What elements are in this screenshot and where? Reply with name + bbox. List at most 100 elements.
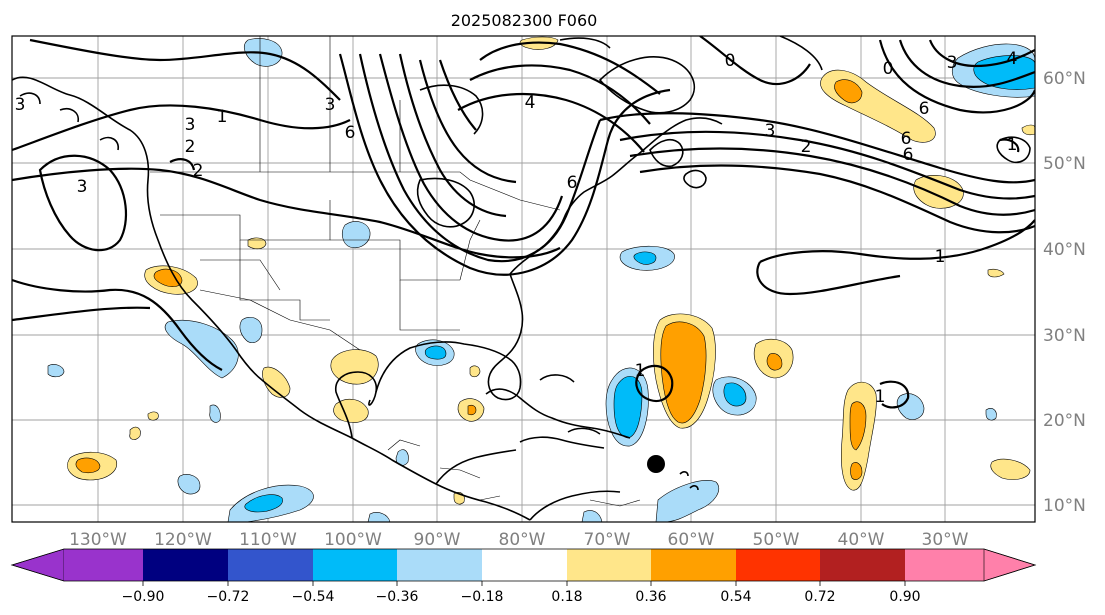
- colorbar-ticks: [142, 581, 906, 586]
- contour-label: 3: [77, 177, 88, 197]
- contour-label: 2: [185, 137, 196, 157]
- positive-anomaly-area: [849, 401, 867, 451]
- lon-label: 90°W: [414, 530, 461, 550]
- lat-label: 60°N: [1043, 69, 1086, 89]
- contour-label: 4: [1007, 49, 1018, 69]
- positive-anomaly-area: [333, 398, 369, 423]
- negative-anomaly-area: [723, 382, 747, 407]
- positive-anomaly-area: [247, 237, 267, 250]
- colorbar-bin: [482, 549, 567, 581]
- colorbar-tick-label: 0.90: [889, 589, 920, 605]
- lon-label: 130°W: [69, 530, 127, 550]
- contour-label: 0: [725, 51, 736, 71]
- contour-label: 3: [765, 121, 776, 141]
- lon-label: 80°W: [499, 530, 546, 550]
- positive-anomaly-area: [467, 404, 477, 416]
- colorbar-bin: [313, 549, 397, 581]
- positive-anomaly-area: [766, 353, 783, 371]
- colorbar-bin: [64, 549, 143, 581]
- gridlines: [12, 36, 1035, 522]
- lat-label: 50°N: [1043, 154, 1086, 174]
- lon-label: 60°W: [668, 530, 715, 550]
- negative-anomaly-area: [973, 55, 1035, 90]
- positive-anomaly-area: [75, 457, 101, 474]
- contour-label: 3: [185, 115, 196, 135]
- positive-anomaly-area: [987, 268, 1005, 278]
- contour-label: 2: [193, 161, 204, 181]
- colorbar-bin: [651, 549, 736, 581]
- negative-anomaly-area: [209, 404, 221, 423]
- coastlines: [12, 36, 1031, 521]
- negative-anomaly-area: [424, 345, 447, 360]
- colorbar-bin: [397, 549, 482, 581]
- negative-anomaly-area: [367, 512, 391, 522]
- positive-anomaly-area: [1021, 124, 1035, 136]
- shaded-anomalies: [47, 36, 1035, 522]
- longitude-labels: 130°W 120°W 110°W 100°W 90°W 80°W 70°W 6…: [69, 530, 969, 550]
- colorbar-tick-label: −0.18: [461, 589, 504, 605]
- lon-label: 110°W: [239, 530, 297, 550]
- lon-label: 100°W: [324, 530, 382, 550]
- colorbar-bin: [736, 549, 820, 581]
- colorbar-over-triangle: [983, 548, 1037, 582]
- political-borders: [150, 36, 641, 507]
- colorbar-bin: [228, 549, 313, 581]
- storm-center-marker: [647, 455, 665, 473]
- contour-label-group: 1 3 2 2 3 3 3 6 6 4 1 3 2 1 6 6 3 4 6 0 …: [15, 49, 1018, 407]
- negative-anomaly-area: [633, 251, 657, 265]
- colorbar-bin: [143, 549, 228, 581]
- contour-label: 4: [525, 93, 536, 113]
- contour-label: 1: [217, 107, 228, 127]
- contour-label: 6: [345, 123, 356, 143]
- colorbar-tick-label: 0.72: [804, 589, 835, 605]
- positive-anomaly-area: [153, 268, 183, 287]
- negative-anomaly-area: [341, 221, 371, 248]
- contour-label: 1: [635, 361, 646, 381]
- negative-anomaly-area: [581, 510, 603, 522]
- lon-label: 120°W: [154, 530, 212, 550]
- contour-label: 1: [935, 247, 946, 267]
- positive-anomaly-area: [469, 365, 481, 378]
- colorbar: −0.90 −0.72 −0.54 −0.36 −0.18 0.18 0.36 …: [10, 548, 1037, 605]
- negative-anomaly-area: [395, 449, 409, 466]
- contour-label: 3: [15, 95, 26, 115]
- latitude-labels: 60°N 50°N 40°N 30°N 20°N 10°N: [1043, 69, 1086, 516]
- positive-anomaly-area: [990, 458, 1031, 480]
- colorbar-bin: [905, 549, 984, 581]
- contour-label: 6: [903, 145, 914, 165]
- contour-label: 1: [1007, 135, 1018, 155]
- positive-anomaly-area: [834, 79, 863, 104]
- negative-anomaly-area: [655, 480, 720, 522]
- negative-anomaly-area: [177, 474, 201, 495]
- positive-anomaly-area: [850, 462, 863, 480]
- negative-anomaly-area: [47, 364, 65, 378]
- contour-label: 3: [947, 53, 958, 73]
- lon-label: 30°W: [922, 530, 969, 550]
- contour-label: 3: [325, 95, 336, 115]
- colorbar-tick-label: −0.72: [207, 589, 250, 605]
- lon-label: 50°W: [753, 530, 800, 550]
- colorbar-tick-label: −0.90: [122, 589, 165, 605]
- lat-label: 20°N: [1043, 411, 1086, 431]
- contour-label: 1: [875, 387, 886, 407]
- colorbar-tick-label: −0.36: [376, 589, 419, 605]
- contour-label: 2: [801, 137, 812, 157]
- map-frame: [11, 35, 1036, 523]
- negative-anomaly-area: [244, 494, 283, 513]
- contour-label: 0: [883, 59, 894, 79]
- lat-label: 40°N: [1043, 240, 1086, 260]
- map-panel: 1 3 2 2 3 3 3 6 6 4 1 3 2 1 6 6 3 4 6 0 …: [12, 36, 1035, 522]
- positive-anomaly-area: [147, 411, 159, 421]
- negative-anomaly-area: [239, 317, 263, 343]
- colorbar-tick-label: −0.54: [292, 589, 335, 605]
- contour-label: 6: [567, 173, 578, 193]
- colorbar-tick-label: 0.54: [720, 589, 751, 605]
- lat-label: 30°N: [1043, 326, 1086, 346]
- positive-anomaly-area: [913, 175, 964, 209]
- lon-label: 40°W: [838, 530, 885, 550]
- positive-anomaly-area: [660, 321, 707, 424]
- contour-lines: [12, 36, 1035, 409]
- colorbar-tick-label: 0.18: [551, 589, 582, 605]
- colorbar-bin: [820, 549, 905, 581]
